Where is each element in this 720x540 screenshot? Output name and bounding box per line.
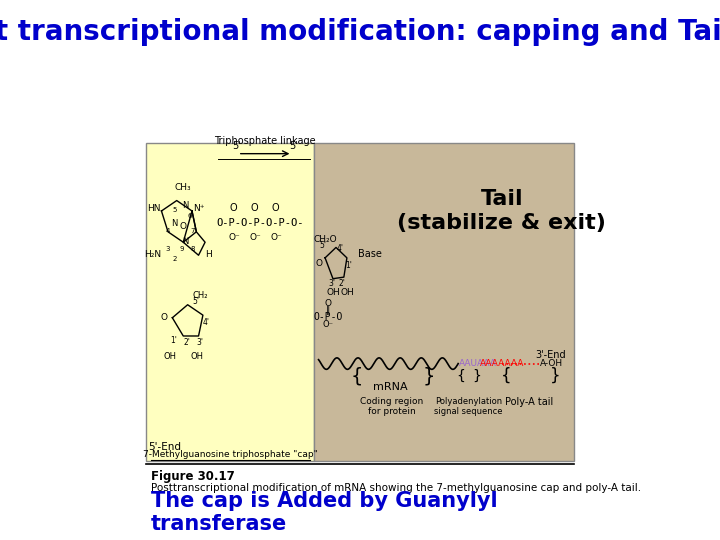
- Text: 5': 5': [192, 297, 199, 306]
- Text: 1': 1': [346, 261, 353, 270]
- Text: 5': 5': [289, 140, 297, 151]
- Text: 2': 2': [184, 338, 190, 347]
- Text: Polyadenylation
signal sequence: Polyadenylation signal sequence: [434, 397, 503, 416]
- Text: 2': 2': [338, 279, 345, 288]
- Text: O-P-O: O-P-O: [313, 312, 343, 322]
- Text: mRNA: mRNA: [373, 382, 408, 392]
- Text: 4': 4': [202, 319, 210, 327]
- Text: CH₃: CH₃: [175, 183, 192, 192]
- Text: }: }: [550, 367, 561, 385]
- Text: 5': 5': [233, 140, 241, 151]
- Text: 6: 6: [187, 213, 192, 219]
- Text: Figure 30.17: Figure 30.17: [150, 470, 234, 483]
- Text: O: O: [180, 222, 186, 231]
- Text: 5': 5': [320, 241, 326, 251]
- Text: 3: 3: [166, 246, 170, 252]
- Text: {: {: [500, 367, 511, 385]
- Text: O: O: [316, 259, 323, 267]
- Text: ‖: ‖: [326, 306, 330, 315]
- Text: Posttranscriptional modification of mRNA showing the 7-methylguanosine cap and p: Posttranscriptional modification of mRNA…: [150, 483, 641, 494]
- Text: O: O: [271, 204, 279, 213]
- Text: {: {: [456, 369, 465, 383]
- Text: Base: Base: [358, 249, 382, 259]
- Text: AAUAAA: AAUAAA: [459, 359, 497, 368]
- Text: O-P-O-P-O-P-O-: O-P-O-P-O-P-O-: [216, 218, 304, 228]
- Text: OH: OH: [163, 352, 176, 361]
- Text: 4: 4: [166, 228, 170, 234]
- Text: O⁻: O⁻: [271, 233, 282, 242]
- Text: OH: OH: [191, 352, 204, 361]
- Text: The cap is Added by Guanylyl
transferase: The cap is Added by Guanylyl transferase: [150, 491, 498, 534]
- Text: O: O: [251, 204, 258, 213]
- Text: 4': 4': [337, 245, 344, 253]
- Text: }: }: [423, 367, 435, 386]
- FancyBboxPatch shape: [146, 143, 314, 461]
- Text: O⁻: O⁻: [229, 233, 240, 242]
- Text: 5'-End: 5'-End: [148, 442, 181, 451]
- Text: Post transcriptional modification: capping and Tailing: Post transcriptional modification: cappi…: [0, 18, 720, 46]
- Text: 5: 5: [172, 207, 176, 213]
- Text: CH₂: CH₂: [193, 291, 209, 300]
- Text: 7-Methylguanosine triphosphate "cap": 7-Methylguanosine triphosphate "cap": [143, 450, 318, 460]
- Text: H: H: [205, 249, 212, 259]
- Text: 8: 8: [191, 246, 195, 252]
- Text: Coding region
for protein: Coding region for protein: [360, 397, 423, 416]
- Text: 3': 3': [196, 338, 203, 347]
- FancyBboxPatch shape: [314, 143, 574, 461]
- Text: O⁻: O⁻: [323, 320, 333, 328]
- Text: CH₂O: CH₂O: [313, 235, 337, 244]
- Text: A-OH: A-OH: [540, 359, 563, 368]
- Text: OH: OH: [327, 288, 341, 297]
- Text: O⁻: O⁻: [250, 233, 261, 242]
- Text: N⁺: N⁺: [193, 204, 204, 213]
- Text: Poly-A tail: Poly-A tail: [505, 397, 554, 407]
- Text: 1': 1': [170, 336, 177, 345]
- Text: OH: OH: [340, 288, 354, 297]
- Text: 2: 2: [172, 256, 176, 262]
- Text: }: }: [472, 369, 481, 383]
- Text: Triphosphate linkage: Triphosphate linkage: [214, 136, 315, 146]
- Text: 3'-End: 3'-End: [536, 350, 566, 360]
- Text: HN: HN: [147, 204, 161, 213]
- Text: 3': 3': [328, 279, 335, 288]
- Text: N: N: [171, 219, 178, 228]
- Text: 7: 7: [191, 228, 195, 234]
- Text: Tail
(stabilize & exit): Tail (stabilize & exit): [397, 190, 606, 233]
- Text: N: N: [182, 237, 188, 246]
- Text: O: O: [230, 204, 238, 213]
- Text: AAAAAAA: AAAAAAA: [480, 359, 524, 368]
- Text: O: O: [325, 299, 332, 308]
- Text: 9: 9: [179, 246, 184, 252]
- Text: {: {: [351, 367, 363, 386]
- Text: N: N: [182, 201, 188, 210]
- Text: O: O: [160, 313, 167, 322]
- Text: H₂N: H₂N: [144, 249, 161, 259]
